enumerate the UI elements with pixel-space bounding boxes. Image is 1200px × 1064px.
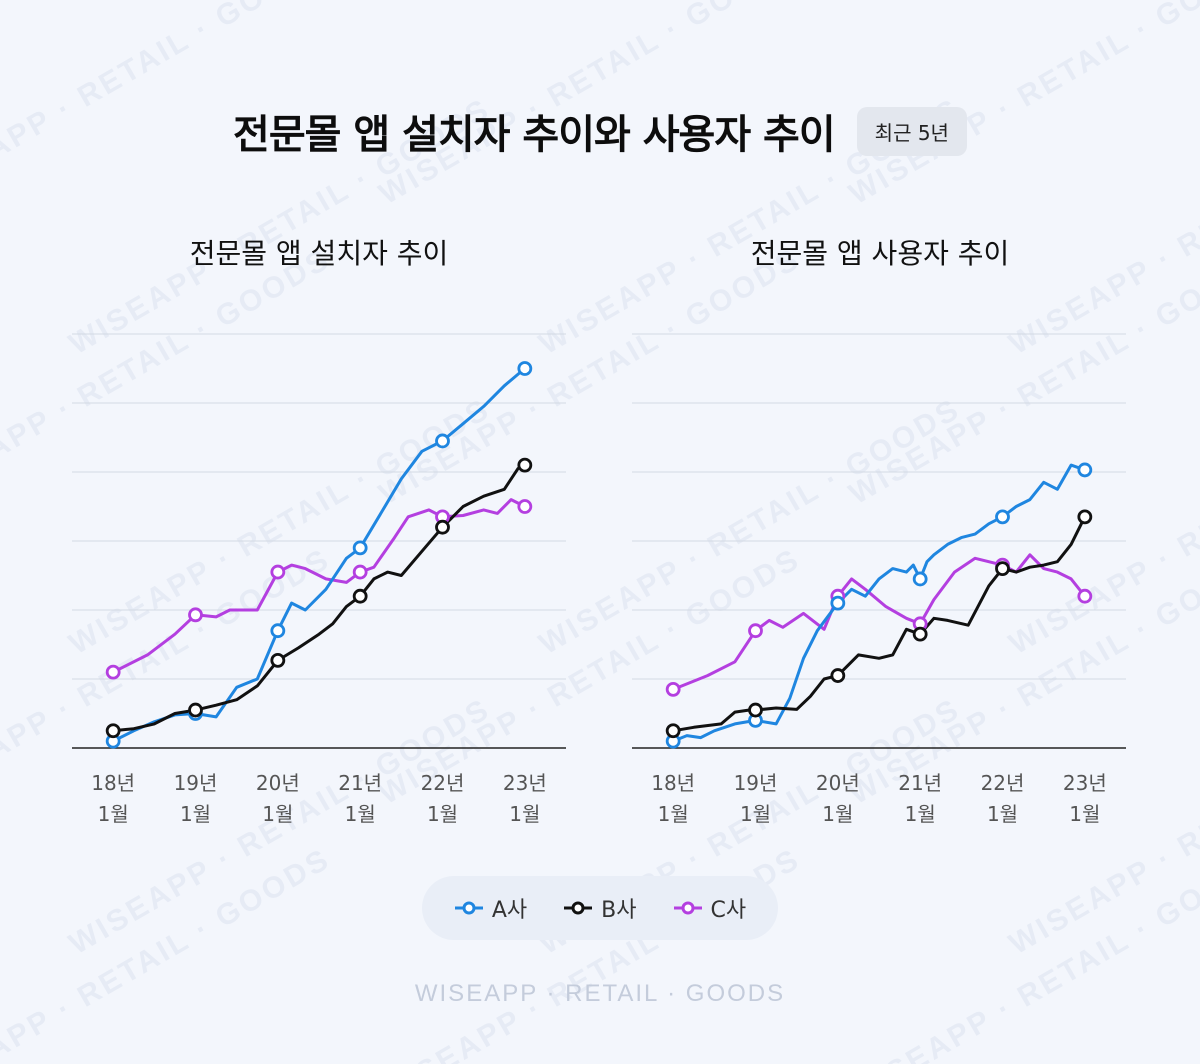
x-tick-label: 22년 bbox=[421, 771, 465, 795]
data-point-b bbox=[105, 723, 121, 739]
data-point-c bbox=[352, 564, 368, 580]
data-point-a bbox=[270, 623, 286, 639]
x-tick-label: 20년 bbox=[816, 771, 860, 795]
x-tick-label: 18년 bbox=[651, 771, 695, 795]
legend-item-a: A사 bbox=[454, 892, 527, 924]
data-point-b bbox=[830, 668, 846, 683]
x-tick-label: 21년 bbox=[898, 771, 942, 795]
installs-line-chart: 18년 1월 19년 1월 20년 1월 21년 1월 22년 1월 23년 1월 bbox=[72, 333, 566, 826]
users-line-chart: 18년 1월 19년 1월 20년 1월 21년 1월 22년 1월 23년 1월 bbox=[632, 333, 1126, 826]
watermark-text: WISEAPP · RETAIL · GOODS bbox=[843, 842, 1200, 1064]
data-point-a bbox=[517, 361, 533, 376]
legend-swatch-a-icon bbox=[454, 901, 483, 915]
data-point-b bbox=[188, 702, 203, 718]
x-tick-label: 1월 bbox=[740, 802, 771, 826]
page-title: 전문몰 앱 설치자 추이와 사용자 추이 bbox=[233, 112, 836, 158]
data-point-b bbox=[912, 626, 928, 642]
x-tick-label: 23년 bbox=[1063, 771, 1107, 795]
x-tick-label: 1월 bbox=[905, 802, 936, 826]
data-point-b bbox=[270, 652, 286, 668]
data-point-b bbox=[995, 561, 1010, 577]
data-point-c bbox=[665, 681, 681, 697]
data-point-a bbox=[912, 571, 928, 587]
footer-brand: WISEAPP · RETAIL · GOODS bbox=[414, 980, 786, 1007]
period-badge: 최근 5년 bbox=[856, 106, 967, 156]
legend: A사 B사 C사 bbox=[422, 876, 778, 940]
data-point-c bbox=[748, 623, 763, 639]
installs-chart-title: 전문몰 앱 설치자 추이 bbox=[189, 237, 449, 270]
x-tick-label: 1월 bbox=[1069, 802, 1100, 826]
data-point-b bbox=[435, 519, 450, 535]
legend-item-b: B사 bbox=[563, 892, 637, 924]
x-tick-label: 1월 bbox=[822, 802, 853, 826]
data-point-b bbox=[352, 588, 368, 604]
x-tick-label: 1월 bbox=[987, 802, 1018, 826]
data-point-c bbox=[188, 607, 203, 623]
data-point-b bbox=[665, 723, 681, 739]
data-point-c bbox=[270, 564, 286, 580]
watermark-text: WISEAPP · RETAIL · GOODS bbox=[0, 842, 337, 1064]
x-tick-label: 1월 bbox=[658, 802, 689, 826]
legend-swatch-b-icon bbox=[564, 901, 593, 915]
x-tick-label: 1월 bbox=[509, 802, 540, 826]
x-tick-label: 1월 bbox=[98, 802, 129, 826]
x-tick-label: 19년 bbox=[174, 771, 218, 795]
series-line-a bbox=[671, 463, 1087, 743]
data-point-c bbox=[1077, 588, 1093, 604]
users-chart-title: 전문몰 앱 사용자 추이 bbox=[750, 237, 1010, 270]
series-line-b bbox=[671, 515, 1087, 733]
series-line-c bbox=[111, 498, 527, 674]
data-point-a bbox=[995, 509, 1010, 525]
title-row: 전문몰 앱 설치자 추이와 사용자 추이 최근 5년 bbox=[0, 102, 1200, 160]
x-tick-label: 1월 bbox=[427, 802, 458, 826]
legend-label-c: C사 bbox=[710, 898, 747, 923]
x-tick-label: 23년 bbox=[503, 771, 547, 795]
series-line-c bbox=[671, 553, 1087, 691]
x-tick-label: 20년 bbox=[256, 771, 300, 795]
data-point-a bbox=[435, 433, 450, 449]
x-tick-label: 19년 bbox=[734, 771, 778, 795]
x-tick-label: 18년 bbox=[91, 771, 135, 795]
series-line-a bbox=[111, 367, 527, 743]
legend-label-a: A사 bbox=[491, 898, 528, 923]
data-point-c bbox=[517, 499, 533, 514]
data-point-c bbox=[105, 664, 121, 680]
x-tick-label: 22년 bbox=[981, 771, 1025, 795]
x-tick-label: 21년 bbox=[338, 771, 382, 795]
x-tick-label: 1월 bbox=[262, 802, 293, 826]
x-tick-label: 1월 bbox=[345, 802, 376, 826]
legend-swatch-c-icon bbox=[673, 901, 702, 915]
data-point-a bbox=[830, 595, 846, 611]
data-point-b bbox=[748, 702, 763, 718]
data-point-a bbox=[1077, 462, 1093, 478]
data-point-b bbox=[517, 457, 533, 473]
data-point-b bbox=[1077, 509, 1093, 525]
legend-item-c: C사 bbox=[673, 892, 747, 924]
x-tick-label: 1월 bbox=[180, 802, 211, 826]
legend-label-b: B사 bbox=[601, 898, 637, 923]
data-point-a bbox=[352, 540, 368, 556]
